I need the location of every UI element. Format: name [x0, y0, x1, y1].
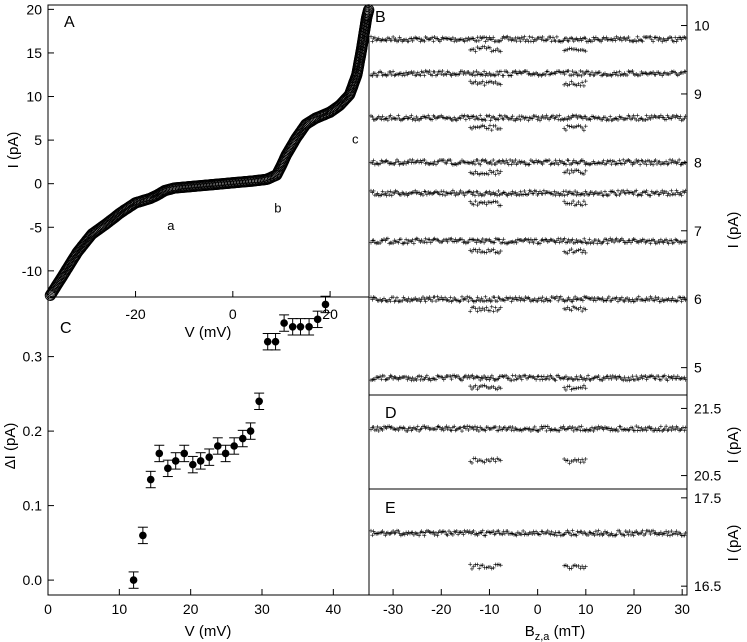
panel-c-point [171, 457, 180, 465]
panel-c-point [129, 576, 138, 584]
panel-a-annotation: c [352, 132, 359, 147]
panel-c-point [296, 323, 305, 331]
panel-c-point [180, 449, 189, 458]
panel-c-point [271, 337, 280, 346]
panel-a-frame [47, 4, 370, 298]
panel-c-point [288, 323, 297, 331]
panel-d-frame [368, 394, 688, 490]
panel-c-point [164, 464, 172, 473]
panel-c-point [238, 434, 247, 443]
panel-c-point [305, 323, 313, 331]
panel-c-point [205, 453, 214, 461]
panel-c-point [221, 449, 230, 458]
panel-a-marks: a b c [44, 4, 375, 301]
panel-c-point [146, 475, 155, 484]
panel-b-frame [368, 4, 688, 396]
panel-c-frame [47, 296, 370, 596]
panel-c-point [196, 457, 205, 465]
panel-c-point [321, 300, 330, 309]
panel-c-point [263, 337, 272, 346]
panel-b-marks [369, 34, 688, 392]
panel-d-marks [369, 424, 688, 466]
panel-c-point [246, 427, 255, 435]
panel-c-point [213, 442, 222, 450]
panel-a-annotation: b [274, 201, 281, 216]
panel-c-point [255, 397, 263, 406]
panel-a-point [363, 4, 375, 16]
panel-c-point [313, 315, 322, 324]
panel-a-annotation: a [167, 218, 175, 233]
panel-e-frame [368, 488, 688, 596]
panel-c-marks [128, 295, 331, 589]
panel-c-point [155, 449, 164, 458]
panel-c-point [189, 460, 197, 469]
panel-c-point [230, 442, 238, 450]
panel-c-point [280, 319, 288, 327]
panel-c-point [139, 531, 147, 540]
